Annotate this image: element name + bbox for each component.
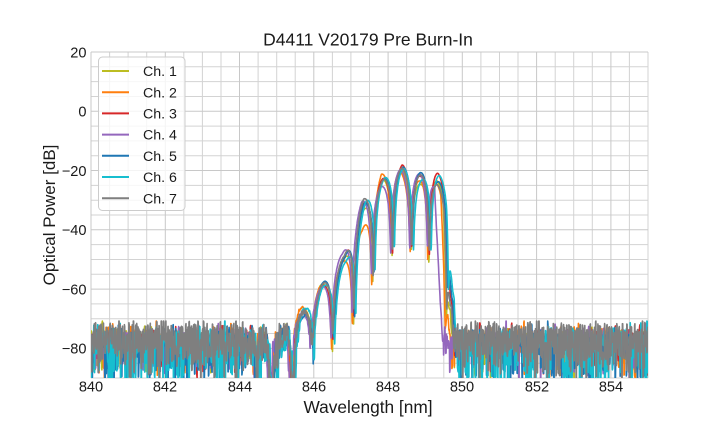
svg-text:846: 846 (302, 380, 326, 396)
svg-text:−20: −20 (62, 164, 87, 180)
svg-text:852: 852 (525, 380, 549, 396)
svg-text:Ch. 5: Ch. 5 (143, 149, 177, 165)
svg-text:Ch. 7: Ch. 7 (143, 191, 177, 207)
svg-text:Wavelength [nm]: Wavelength [nm] (303, 397, 432, 417)
svg-text:850: 850 (450, 380, 474, 396)
svg-text:Ch. 3: Ch. 3 (143, 107, 177, 123)
svg-text:Ch. 2: Ch. 2 (143, 85, 177, 101)
svg-text:Ch. 1: Ch. 1 (143, 64, 177, 80)
svg-text:844: 844 (228, 380, 252, 396)
svg-text:Ch. 6: Ch. 6 (143, 170, 177, 186)
svg-text:−80: −80 (62, 342, 87, 358)
svg-text:840: 840 (79, 380, 103, 396)
svg-text:Ch. 4: Ch. 4 (143, 128, 177, 144)
svg-text:−40: −40 (62, 223, 87, 239)
svg-text:Optical Power [dB]: Optical Power [dB] (40, 145, 59, 286)
svg-text:842: 842 (153, 380, 177, 396)
svg-text:854: 854 (599, 380, 623, 396)
svg-text:20: 20 (70, 45, 86, 61)
svg-text:−60: −60 (62, 282, 87, 298)
svg-text:0: 0 (78, 105, 86, 121)
svg-text:848: 848 (376, 380, 400, 396)
svg-text:D4411 V20179 Pre Burn-In: D4411 V20179 Pre Burn-In (263, 30, 473, 50)
